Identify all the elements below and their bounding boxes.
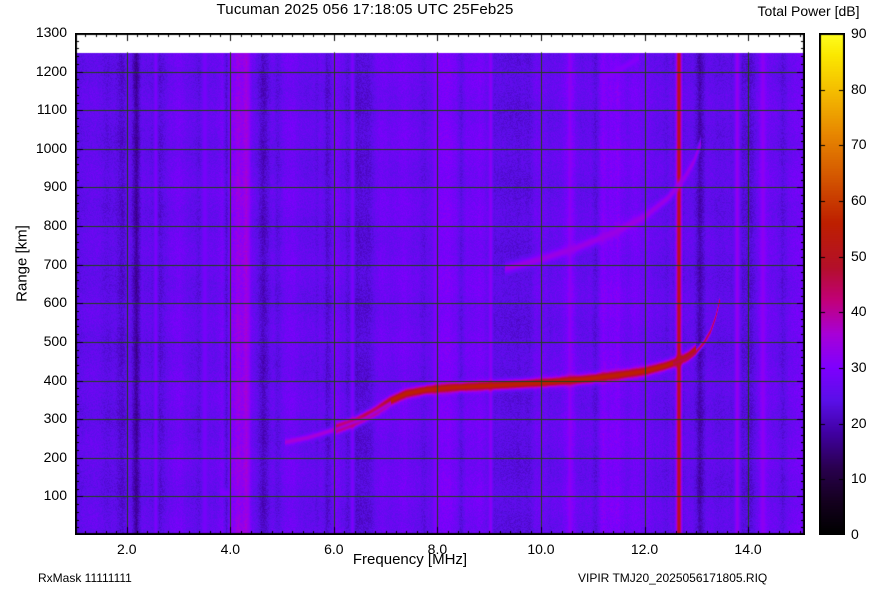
x-tick-label: 10.0	[527, 541, 555, 557]
page-title: Tucuman 2025 056 17:18:05 UTC 25Feb25	[216, 1, 514, 18]
y-tick-label: 1200	[35, 62, 67, 79]
colorbar-tick-label: 70	[851, 136, 867, 153]
y-tick-label: 400	[43, 371, 67, 388]
x-tick-label: 14.0	[734, 541, 762, 557]
colorbar-tick-label: 40	[851, 303, 867, 320]
y-tick-label: 200	[43, 448, 67, 465]
y-tick-label: 500	[43, 332, 67, 349]
file-id-label: VIPIR TMJ20_2025056171805.RIQ	[578, 571, 768, 585]
y-tick-label: 700	[43, 255, 67, 272]
x-tick-label: 2.0	[117, 541, 137, 557]
x-axis-label: Frequency [MHz]	[352, 551, 468, 568]
ionogram-plot[interactable]	[75, 33, 805, 535]
colorbar-title: Total Power [dB]	[757, 3, 860, 19]
y-tick-label: 800	[43, 217, 67, 234]
y-tick-label: 900	[43, 178, 67, 195]
colorbar-tick-label: 80	[851, 80, 867, 97]
colorbar-tick-label: 90	[851, 25, 867, 41]
y-tick-label: 1300	[35, 24, 67, 40]
colorbar-tick-label: 50	[851, 247, 867, 264]
y-tick-label: 300	[43, 410, 67, 427]
y-tick-label: 1000	[35, 139, 67, 156]
x-tick-label: 4.0	[220, 541, 241, 557]
colorbar-tick-label: 60	[851, 192, 867, 208]
y-tick-label: 1100	[36, 101, 67, 118]
x-tick-label: 12.0	[630, 541, 659, 557]
rxmask-label: RxMask 11111111	[38, 571, 132, 585]
x-tick-label: 8.0	[427, 541, 448, 557]
x-tick-label: 6.0	[324, 541, 344, 557]
colorbar-tick-label: 30	[851, 359, 867, 375]
colorbar	[819, 33, 845, 535]
y-tick-label: 600	[43, 294, 67, 311]
colorbar-tick-label: 0	[851, 526, 859, 542]
colorbar-tick-label: 10	[851, 470, 867, 487]
y-tick-label: 100	[43, 487, 67, 504]
colorbar-tick-label: 20	[851, 414, 867, 431]
